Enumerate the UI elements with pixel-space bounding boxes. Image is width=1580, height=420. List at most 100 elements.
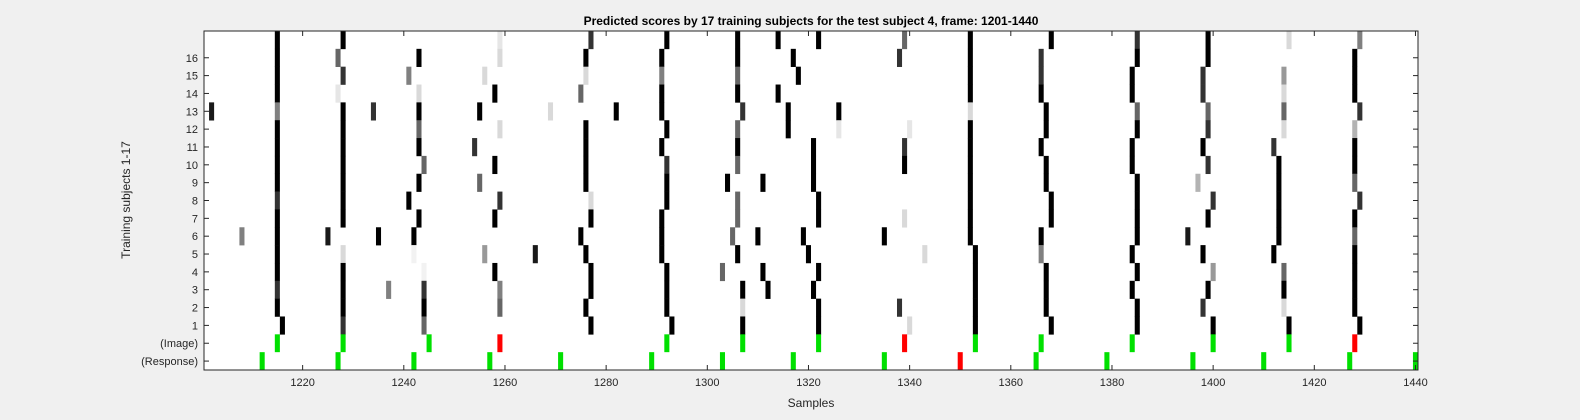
image-marker (902, 334, 908, 353)
plot-area (204, 31, 1418, 370)
score-cell (664, 262, 670, 282)
score-cell (421, 262, 427, 282)
y-axis-label: Training subjects 1-17 (119, 141, 133, 259)
x-tick-label: 1320 (796, 377, 820, 389)
score-cell (659, 48, 665, 67)
score-cell (755, 227, 761, 246)
y-axis-ticks: 16 15 14 13 12 11 10 9 8 7 6 5 4 3 2 1 (Image) (Response) (141, 53, 1418, 368)
y-tick-label: 14 (186, 88, 198, 100)
score-cell (735, 191, 741, 210)
score-cell (416, 173, 422, 192)
score-cell (785, 120, 791, 139)
score-cell (1048, 31, 1054, 50)
y-tick-label: 8 (192, 196, 198, 208)
score-cell (497, 298, 503, 317)
response-marker (1104, 352, 1110, 370)
score-cell (1210, 316, 1216, 335)
score-cell (1038, 245, 1044, 264)
score-cell (967, 191, 973, 210)
score-cell (1129, 155, 1135, 175)
score-cell (1276, 227, 1282, 246)
score-cell (659, 227, 665, 246)
score-cell (967, 66, 973, 85)
event-markers (259, 334, 1418, 370)
score-cell (1129, 245, 1135, 264)
score-cell (740, 102, 746, 121)
score-cell (497, 31, 503, 50)
score-cell (588, 262, 594, 282)
score-cell (274, 66, 280, 85)
score-cell (416, 102, 422, 121)
y-tick-label: 6 (192, 231, 198, 243)
score-cell (613, 102, 619, 121)
score-cell (1276, 209, 1282, 228)
response-marker (259, 352, 265, 370)
score-cell (816, 191, 822, 210)
score-cell (1205, 31, 1211, 50)
score-cell (340, 173, 346, 192)
score-cell (1205, 280, 1211, 299)
score-cell (1205, 120, 1211, 139)
score-cell (902, 138, 908, 157)
score-cell (1276, 155, 1282, 175)
response-marker (1261, 352, 1267, 370)
score-cell (274, 155, 280, 175)
y-tick-label: 7 (192, 213, 198, 225)
image-marker (740, 334, 746, 353)
score-cell (896, 298, 903, 317)
score-cell (811, 155, 817, 175)
score-cell (1043, 298, 1049, 317)
score-cell (967, 209, 973, 228)
score-cell (664, 280, 670, 299)
image-marker (972, 334, 978, 353)
score-cell (370, 102, 376, 121)
score-cell (922, 245, 928, 264)
image-marker (1038, 334, 1044, 353)
heatmap-cells (209, 31, 1363, 335)
x-tick-label: 1420 (1302, 377, 1326, 389)
response-marker (1190, 352, 1196, 370)
score-cell (816, 209, 822, 228)
score-cell (406, 191, 412, 210)
score-cell (274, 209, 280, 228)
score-cell (967, 31, 973, 50)
score-cell (583, 298, 589, 317)
score-cell (340, 120, 346, 139)
score-cell (659, 66, 665, 85)
y-tick-label: 13 (186, 106, 198, 118)
score-cell (967, 138, 973, 157)
score-cell (1129, 84, 1135, 103)
score-cell (785, 102, 791, 121)
score-cell (1200, 66, 1206, 85)
score-cell (719, 262, 726, 282)
score-cell (1134, 173, 1140, 192)
score-cell (967, 173, 973, 192)
score-cell (1043, 173, 1049, 192)
score-cell (1281, 120, 1287, 139)
response-marker (649, 352, 655, 370)
y-tick-label: 4 (192, 267, 198, 279)
x-tick-label: 1280 (594, 377, 618, 389)
score-cell (1352, 262, 1358, 282)
score-cell (740, 280, 746, 299)
score-cell (1276, 191, 1282, 210)
score-cell (907, 120, 913, 139)
score-cell (583, 173, 589, 192)
score-cell (279, 316, 285, 335)
score-cell (1038, 48, 1044, 67)
score-cell (740, 298, 746, 317)
score-cell (335, 84, 341, 103)
score-cell (735, 209, 741, 228)
score-cell (340, 209, 346, 228)
y-tick-label: 16 (186, 53, 198, 65)
score-cell (340, 138, 346, 157)
score-cell (967, 102, 973, 121)
score-cell (1276, 173, 1282, 192)
score-cell (972, 280, 978, 299)
score-cell (274, 280, 280, 299)
x-tick-label: 1340 (897, 377, 921, 389)
score-cell (1043, 155, 1049, 175)
score-cell (735, 245, 741, 264)
score-cell (340, 316, 346, 335)
score-cell (416, 120, 422, 139)
